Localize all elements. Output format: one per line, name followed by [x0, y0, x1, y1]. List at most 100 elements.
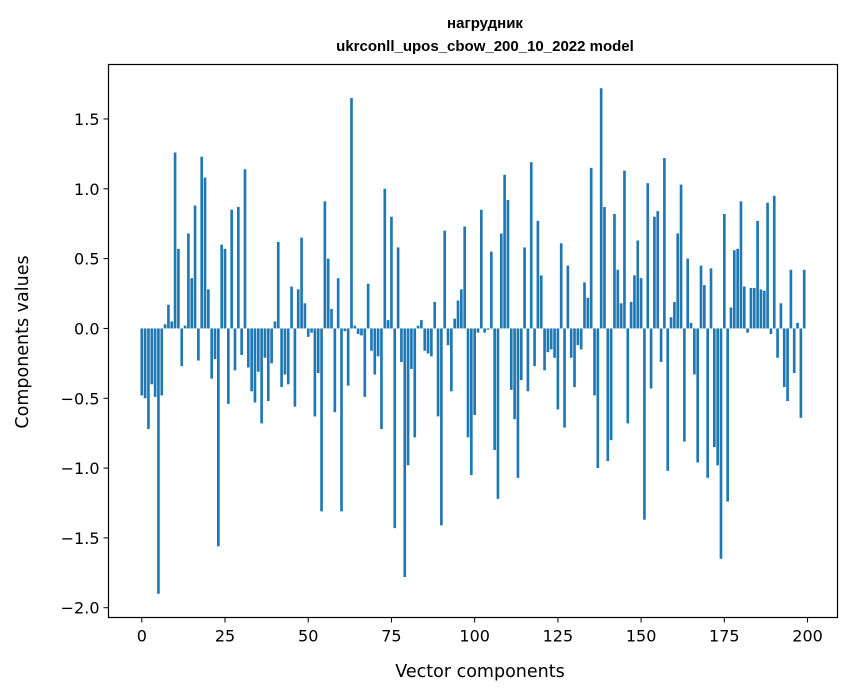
bar-40 — [273, 321, 277, 329]
bar-143 — [616, 269, 620, 329]
bar-136 — [593, 328, 596, 396]
bar-124 — [553, 328, 556, 358]
bar-3 — [150, 328, 154, 385]
bar-163 — [683, 328, 686, 442]
bar-161 — [676, 233, 680, 329]
bar-138 — [599, 88, 603, 329]
bar-166 — [693, 328, 696, 375]
y-tick-label: −1.0 — [61, 459, 100, 478]
x-axis-ticks: 0 25 50 75 100 125 150 175 200 — [137, 617, 823, 646]
bar-93 — [450, 328, 453, 392]
bar-107 — [496, 328, 500, 499]
bar-16 — [193, 205, 197, 329]
bar-81 — [410, 328, 413, 369]
bar-168 — [699, 265, 703, 329]
bar-23 — [217, 328, 220, 547]
bar-31 — [243, 169, 247, 329]
x-tick-label: 100 — [459, 627, 490, 646]
x-tick-label: 125 — [543, 627, 574, 646]
bar-149 — [636, 240, 640, 329]
bar-167 — [696, 328, 700, 463]
bar-97 — [463, 226, 467, 329]
bar-174 — [719, 328, 723, 559]
bar-78 — [400, 328, 403, 362]
bar-61 — [343, 328, 347, 332]
bar-117 — [529, 162, 533, 329]
bar-151 — [643, 328, 646, 520]
bar-15 — [190, 278, 194, 329]
bar-169 — [703, 285, 706, 329]
bar-128 — [566, 265, 570, 329]
bar-86 — [426, 328, 430, 354]
bar-27 — [230, 209, 233, 329]
bar-53 — [316, 328, 320, 374]
bar-87 — [430, 328, 433, 357]
bar-178 — [732, 250, 736, 329]
bar-90 — [440, 328, 443, 526]
bar-153 — [649, 328, 653, 389]
x-tick-label: 150 — [626, 627, 657, 646]
bar-164 — [686, 258, 690, 329]
bar-99 — [470, 328, 473, 476]
bar-47 — [296, 289, 300, 329]
bar-74 — [386, 320, 390, 329]
bar-0 — [140, 328, 144, 396]
bar-100 — [473, 328, 476, 416]
bar-58 — [333, 328, 337, 413]
bar-84 — [420, 320, 423, 329]
bar-118 — [533, 328, 536, 367]
bar-173 — [716, 328, 719, 466]
x-tick-label: 75 — [381, 627, 401, 646]
bar-104 — [486, 328, 490, 330]
bar-122 — [546, 328, 550, 353]
bar-187 — [762, 290, 766, 329]
bar-152 — [646, 183, 650, 329]
bar-184 — [752, 287, 756, 329]
bar-140 — [606, 328, 610, 462]
bar-55 — [323, 201, 327, 329]
bar-154 — [653, 216, 656, 329]
bar-189 — [769, 328, 773, 335]
bar-127 — [563, 328, 566, 428]
bar-142 — [613, 213, 616, 329]
bar-101 — [476, 328, 480, 333]
bar-106 — [493, 328, 496, 450]
bar-13 — [183, 325, 187, 329]
bar-95 — [456, 300, 460, 329]
y-tick-label: 1.0 — [74, 180, 99, 199]
bar-162 — [679, 184, 683, 329]
bar-182 — [746, 328, 749, 333]
bar-68 — [366, 283, 370, 329]
bar-192 — [779, 303, 783, 329]
bar-196 — [792, 328, 796, 374]
bar-115 — [523, 247, 526, 329]
bar-80 — [406, 328, 410, 466]
bar-79 — [403, 328, 407, 577]
bar-177 — [729, 307, 733, 329]
bar-65 — [356, 328, 360, 335]
bar-69 — [370, 328, 373, 351]
bar-130 — [573, 328, 576, 388]
x-tick-label: 0 — [137, 627, 147, 646]
bar-103 — [483, 328, 486, 333]
bar-98 — [466, 328, 470, 438]
y-tick-label: 0.0 — [74, 319, 99, 338]
y-tick-label: −1.5 — [61, 529, 100, 548]
bar-158 — [666, 328, 670, 471]
bar-172 — [713, 328, 716, 448]
bar-139 — [603, 206, 606, 329]
bar-17 — [197, 328, 200, 361]
bar-45 — [290, 286, 293, 329]
bar-119 — [536, 220, 540, 329]
bar-190 — [772, 195, 776, 329]
bar-108 — [499, 233, 503, 329]
bar-60 — [340, 328, 343, 512]
bar-148 — [633, 275, 636, 329]
bar-183 — [749, 287, 753, 329]
x-tick-label: 25 — [215, 627, 235, 646]
bar-159 — [669, 317, 673, 329]
y-tick-label: −2.0 — [61, 599, 100, 618]
bar-77 — [396, 247, 400, 329]
bar-39 — [270, 328, 273, 364]
y-axis-ticks: −2.0 −1.5 −1.0 −0.5 0.0 0.5 1.0 1.5 — [61, 110, 109, 618]
